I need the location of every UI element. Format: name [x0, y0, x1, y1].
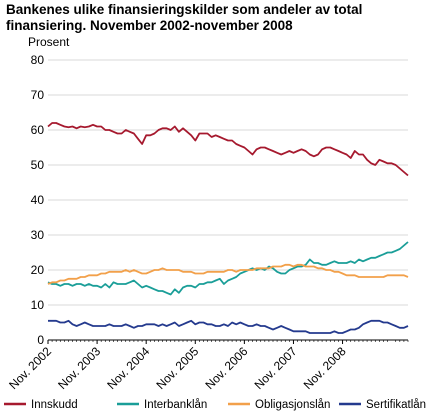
y-tick-label: 50	[31, 158, 45, 172]
x-tick-label: Nov. 2003	[55, 344, 103, 392]
y-tick-label: 70	[31, 88, 45, 102]
x-tick-label: Nov. 2006	[203, 344, 251, 392]
x-tick-label: Nov. 2008	[301, 344, 349, 392]
legend-item-interbanklån: Interbanklån	[117, 399, 207, 411]
y-tick-label: 40	[31, 193, 45, 207]
series-line-sertifikatlån	[48, 319, 409, 334]
x-tick-label: Nov. 2007	[252, 344, 300, 392]
legend-item-innskudd: Innskudd	[4, 399, 78, 411]
legend-label: Innskudd	[31, 399, 78, 411]
legend: Innskudd Interbanklån Obligasjonslån Sertif…	[4, 399, 426, 411]
x-tick-label: Nov. 2004	[104, 344, 152, 392]
y-tick-label: 0	[37, 333, 44, 347]
y-axis-label: Prosent	[28, 35, 70, 49]
y-tick-label: 30	[31, 228, 45, 242]
legend-label: Interbanklån	[144, 399, 207, 411]
series-line-innskudd	[47, 122, 409, 177]
legend-item-obligasjonslån: Obligasjonslån	[228, 399, 330, 411]
x-tick-label: Nov. 2002	[6, 344, 54, 392]
y-tick-label: 80	[31, 53, 45, 67]
legend-label: Obligasjonslån	[255, 399, 330, 411]
y-tick-label: 60	[31, 123, 45, 137]
chart-title: Bankenes ulike finansieringskilder som a…	[6, 2, 363, 33]
series-line-obligasjonslån	[47, 263, 409, 285]
legend-item-sertifikatlån: Sertifikatlån	[339, 399, 426, 411]
y-tick-labels: 0 10 20 30 40 50 60 70 80	[31, 53, 45, 347]
x-tick-label: Nov. 2005	[153, 344, 201, 392]
series-layer	[47, 122, 409, 334]
series-line-interbanklån	[47, 241, 409, 296]
legend-label: Sertifikatlån	[366, 399, 426, 411]
gridlines	[48, 59, 408, 306]
x-axis: Nov. 2002 Nov. 2003 Nov. 2004 Nov. 2005 Nov.…	[6, 339, 409, 392]
y-tick-label: 10	[31, 298, 45, 312]
y-tick-label: 20	[31, 263, 45, 277]
